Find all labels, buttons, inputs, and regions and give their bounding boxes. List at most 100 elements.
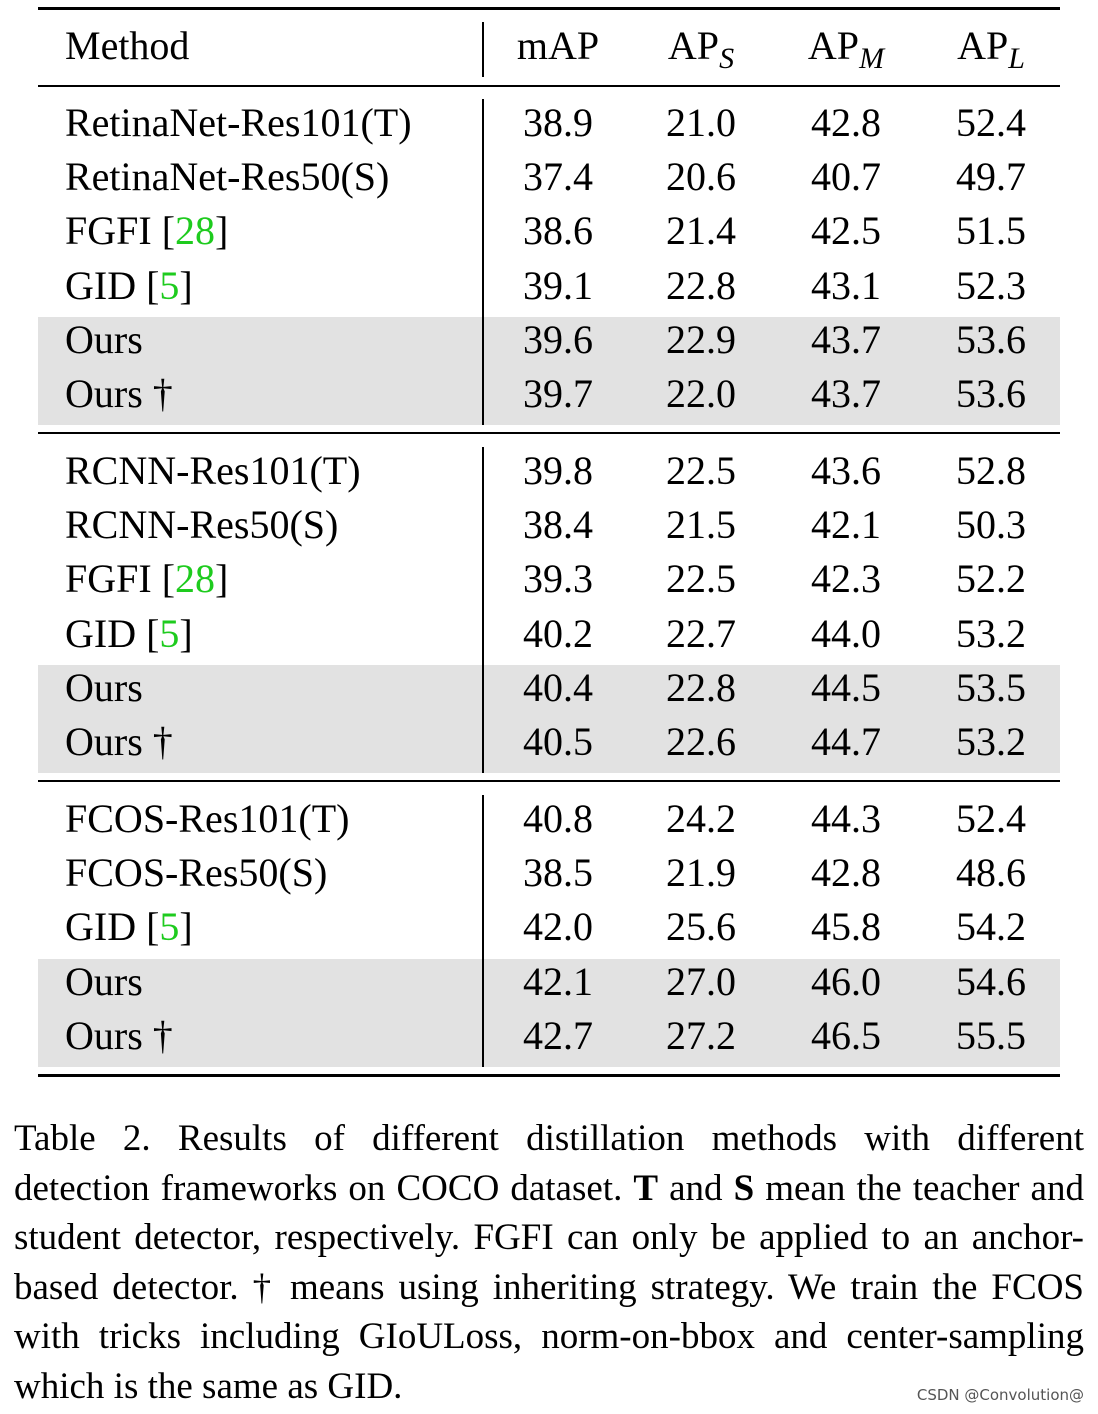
ap-medium-cell: 42.3 (811, 556, 881, 602)
column-separator-group-1 (482, 99, 484, 425)
method-cell: Ours † (65, 719, 173, 764)
map-cell: 38.6 (523, 208, 593, 254)
ap-small-cell: 27.2 (666, 1012, 736, 1058)
method-cell: Ours † (65, 1012, 173, 1058)
citation-link[interactable]: 28 (175, 208, 216, 254)
table-row: GID [5] 42.0 25.6 45.8 54.2 (38, 900, 1060, 954)
table-row: RetinaNet-Res50(S) 37.4 20.6 40.7 49.7 (38, 150, 1060, 204)
ap-medium-cell: 46.5 (811, 1012, 881, 1058)
method-cell: RetinaNet-Res50(S) (65, 154, 390, 200)
citation-link[interactable]: 5 (159, 904, 180, 950)
ap-large-cell: 51.5 (956, 208, 1026, 254)
ap-large-cell: 52.4 (956, 100, 1026, 145)
method-cell: FGFI [28] (65, 208, 229, 254)
map-cell: 42.7 (523, 1012, 593, 1058)
ap-small-cell: 21.0 (666, 100, 736, 145)
method-cell: FGFI [28] (65, 556, 229, 602)
ap-medium-cell: 43.7 (811, 371, 881, 416)
table-row: GID [5] 39.1 22.8 43.1 52.3 (38, 259, 1060, 313)
ap-medium-cell: 42.8 (811, 100, 881, 145)
method-cell: RCNN-Res50(S) (65, 502, 339, 548)
method-cell: Ours (65, 316, 143, 362)
citation-link[interactable]: 28 (175, 556, 216, 602)
ap-small-cell: 22.9 (666, 316, 736, 362)
map-cell: 38.4 (523, 502, 593, 548)
map-cell: 38.9 (523, 100, 593, 145)
ap-large-cell: 49.7 (956, 154, 1026, 200)
map-cell: 39.3 (523, 556, 593, 602)
ap-medium-cell: 43.1 (811, 262, 881, 308)
ap-large-cell: 52.8 (956, 448, 1026, 493)
column-separator-group-2 (482, 447, 484, 773)
ap-large-cell: 53.6 (956, 371, 1026, 416)
ap-small-cell: 22.8 (666, 664, 736, 710)
map-cell: 39.7 (523, 371, 593, 416)
map-cell: 42.0 (523, 904, 593, 950)
map-cell: 42.1 (523, 958, 593, 1004)
ap-medium-cell: 40.7 (811, 154, 881, 200)
map-cell: 38.5 (523, 850, 593, 896)
citation-link[interactable]: 5 (159, 262, 180, 308)
ap-medium-cell: 46.0 (811, 958, 881, 1004)
table-row: RCNN-Res101(T) 39.8 22.5 43.6 52.8 (38, 444, 1060, 498)
header-rule (38, 85, 1060, 87)
ap-medium-cell: 44.3 (811, 796, 881, 841)
ap-small-cell: 22.0 (666, 371, 736, 416)
table-row: Ours 42.1 27.0 46.0 54.6 (38, 955, 1060, 1009)
ap-small-cell: 22.5 (666, 448, 736, 493)
method-cell: Ours (65, 958, 143, 1004)
ap-large-cell: 54.6 (956, 958, 1026, 1004)
map-cell: 39.1 (523, 262, 593, 308)
table-row: Ours 40.4 22.8 44.5 53.5 (38, 661, 1060, 715)
table-caption: Table 2. Results of different distillati… (14, 1118, 1084, 1407)
table-row: Ours † 42.7 27.2 46.5 55.5 (38, 1009, 1060, 1063)
table-row: Ours † 40.5 22.6 44.7 53.2 (38, 715, 1060, 769)
method-cell: GID [5] (65, 610, 193, 656)
header-ap-medium: APM (807, 23, 885, 75)
ap-large-cell: 52.4 (956, 796, 1026, 841)
ap-small-cell: 22.6 (666, 719, 736, 764)
column-separator-group-3 (482, 795, 484, 1067)
header-map: mAP (516, 23, 600, 68)
method-cell: GID [5] (65, 262, 193, 308)
ap-small-cell: 24.2 (666, 796, 736, 841)
ap-small-cell: 25.6 (666, 904, 736, 950)
ap-medium-cell: 43.6 (811, 448, 881, 493)
header-method: Method (65, 23, 190, 68)
method-cell: RetinaNet-Res101(T) (65, 100, 412, 145)
ap-medium-cell: 44.7 (811, 719, 881, 764)
ap-medium-cell: 42.1 (811, 502, 881, 548)
map-cell: 40.8 (523, 796, 593, 841)
column-separator-header (482, 22, 484, 77)
map-cell: 40.2 (523, 610, 593, 656)
ap-large-cell: 52.3 (956, 262, 1026, 308)
group-divider-1 (38, 432, 1060, 434)
table-row: RetinaNet-Res101(T) 38.9 21.0 42.8 52.4 (38, 96, 1060, 150)
method-cell: GID [5] (65, 904, 193, 950)
method-cell: Ours (65, 664, 143, 710)
ap-large-cell: 53.6 (956, 316, 1026, 362)
ap-small-cell: 21.5 (666, 502, 736, 548)
ap-small-cell: 22.7 (666, 610, 736, 656)
header-row: Method mAP APS APM APL (38, 19, 1060, 75)
highlight-bg-group-2 (38, 665, 1060, 773)
method-cell: FCOS-Res101(T) (65, 796, 350, 841)
ap-large-cell: 53.2 (956, 610, 1026, 656)
ap-large-cell: 52.2 (956, 556, 1026, 602)
map-cell: 39.6 (523, 316, 593, 362)
ap-large-cell: 55.5 (956, 1012, 1026, 1058)
map-cell: 40.5 (523, 719, 593, 764)
watermark: CSDN @Convolution@ (916, 1386, 1084, 1404)
ap-small-cell: 22.8 (666, 262, 736, 308)
table-row: FGFI [28] 38.6 21.4 42.5 51.5 (38, 204, 1060, 258)
map-cell: 37.4 (523, 154, 593, 200)
ap-small-cell: 21.9 (666, 850, 736, 896)
ap-medium-cell: 43.7 (811, 316, 881, 362)
ap-large-cell: 50.3 (956, 502, 1026, 548)
citation-link[interactable]: 5 (159, 610, 180, 656)
ap-small-cell: 27.0 (666, 958, 736, 1004)
ap-medium-cell: 44.5 (811, 664, 881, 710)
table-row: GID [5] 40.2 22.7 44.0 53.2 (38, 607, 1060, 661)
highlight-bg-group-3 (38, 959, 1060, 1067)
ap-large-cell: 53.2 (956, 719, 1026, 764)
